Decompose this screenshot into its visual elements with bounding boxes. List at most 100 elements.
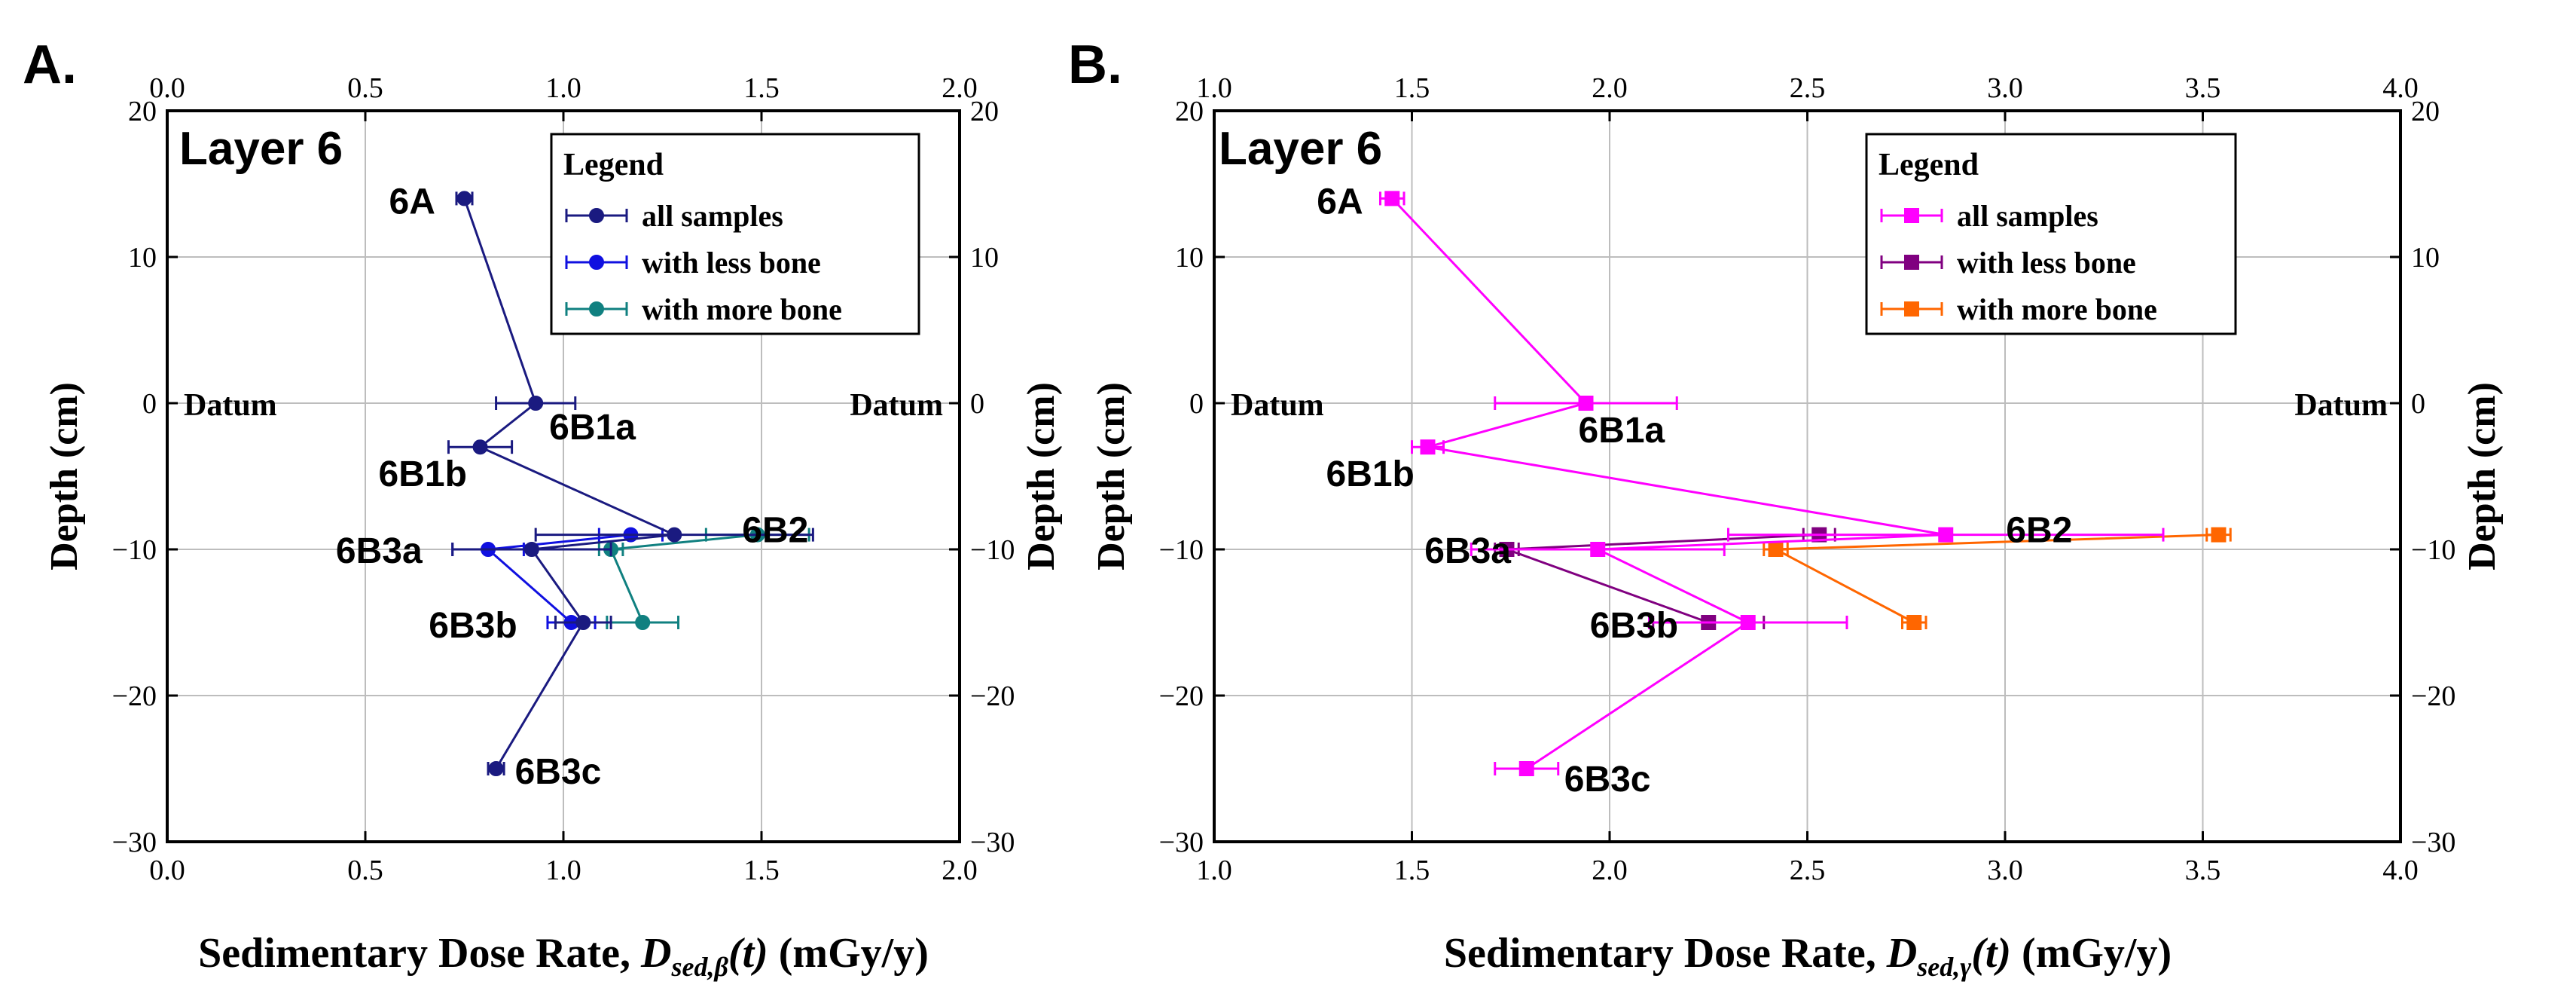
legend: Legend all samples with less bone with more… [1865, 133, 2237, 335]
data-point [1578, 396, 1594, 411]
x-axis-label-arg: (t) [1971, 930, 2011, 977]
point-label: 6B1a [1579, 411, 1665, 451]
legend-title: Legend [563, 148, 664, 182]
y-tick-label-right: 0 [970, 388, 984, 420]
x-tick-label: 1.5 [1394, 855, 1430, 886]
y-tick-label: 10 [128, 242, 157, 274]
y-tick-label: 20 [1175, 96, 1204, 127]
x-axis-label-subscript: sed,γ [1916, 952, 1971, 982]
legend-swatch-marker [1904, 301, 1919, 317]
data-point [523, 542, 539, 557]
point-label: 6B3c [1564, 760, 1651, 800]
data-point [1590, 542, 1606, 557]
series-line [1391, 197, 1946, 770]
y-tick-label-right: 10 [2411, 242, 2440, 274]
x-axis-label: Sedimentary Dose Rate, Dsed,γ(t) (mGy/y) [1444, 930, 2172, 982]
x-tick-label-top: 1.0 [545, 72, 581, 104]
x-axis-label-prefix: Sedimentary Dose Rate, [198, 930, 641, 977]
data-point [472, 439, 488, 455]
legend-box [1865, 133, 2237, 335]
legend-swatch-marker [589, 255, 604, 270]
x-tick-label: 0.5 [347, 855, 383, 886]
y-tick-label: −10 [1159, 534, 1204, 566]
y-tick-label-right: −30 [2411, 827, 2455, 858]
x-axis-label-prefix: Sedimentary Dose Rate, [1444, 930, 1887, 977]
panel-label: A. [23, 35, 77, 95]
data-point [488, 761, 504, 776]
x-tick-label-top: 3.5 [2185, 72, 2221, 104]
x-tick-label: 1.0 [1196, 855, 1232, 886]
series-all-samples [1379, 191, 2165, 776]
x-tick-label: 4.0 [2382, 855, 2419, 886]
legend-title: Legend [1879, 148, 1979, 182]
x-tick-label: 3.0 [1987, 855, 2023, 886]
y-tick-label: 0 [1189, 388, 1204, 420]
legend-entry: all samples [565, 199, 783, 233]
y-tick-label-right: −20 [2411, 680, 2455, 712]
legend-entry: with more bone [565, 292, 842, 326]
y-tick-label-right: −10 [2411, 534, 2455, 566]
legend-swatch-marker [1904, 255, 1919, 270]
datum-label-left: Datum [1231, 388, 1324, 423]
x-tick-label-top: 1.5 [1394, 72, 1430, 104]
y-tick-label: −20 [112, 680, 157, 712]
y-tick-label-right: −20 [970, 680, 1015, 712]
data-point [635, 615, 651, 630]
x-axis-label-symbol: D [1886, 930, 1917, 977]
x-tick-label-top: 0.5 [347, 72, 383, 104]
panel-a: 0.00.00.50.51.01.01.51.52.02.0−30 −30−20−… [23, 35, 1063, 982]
point-label: 6B3a [1424, 531, 1511, 571]
datum-label-left: Datum [184, 388, 277, 423]
datum-label-right: Datum [2294, 388, 2388, 423]
data-point [1768, 542, 1784, 557]
y-tick-label-right: 0 [2411, 388, 2425, 420]
legend-swatch-marker [1904, 208, 1919, 223]
data-point [1518, 761, 1534, 776]
legend-label: with more bone [642, 292, 842, 326]
data-point [575, 615, 591, 630]
y-tick-label: −10 [112, 534, 157, 566]
legend-entry: with less bone [565, 246, 821, 280]
x-axis-label-subscript: sed,β [670, 952, 728, 982]
series-line [609, 534, 758, 623]
legend-label: with less bone [1957, 246, 2136, 280]
y-tick-label-right: 10 [970, 242, 999, 274]
x-axis-label-unit: (mGy/y) [2011, 930, 2172, 977]
point-label: 6B2 [742, 511, 808, 551]
legend-box [550, 133, 920, 335]
x-tick-label-top: 1.0 [1196, 72, 1232, 104]
legend-entry: all samples [1880, 199, 2098, 233]
x-tick-label: 2.0 [1592, 855, 1628, 886]
datum-label-right: Datum [850, 388, 943, 423]
x-tick-label-top: 4.0 [2382, 72, 2419, 104]
x-tick-label: 1.5 [743, 855, 780, 886]
y-tick-label: 0 [142, 388, 157, 420]
x-tick-label: 2.5 [1790, 855, 1826, 886]
x-tick-label: 3.5 [2185, 855, 2221, 886]
y-axis-label-right: Depth (cm) [2461, 382, 2504, 570]
panel-b: 1.0 1.0 1.5 1.5 2.0 2.0 2.5 2.5 3.0 3.0 3.5 3.5 4.0 4… [1068, 35, 2504, 982]
legend-label: with more bone [1957, 292, 2157, 326]
series-all-samples [447, 191, 814, 776]
x-axis-label: Sedimentary Dose Rate, Dsed,β(t) (mGy/y) [198, 930, 929, 982]
chart-title: Layer 6 [179, 123, 343, 175]
legend: Legend all samples with less bone with more… [550, 133, 920, 335]
y-tick-label-right: −30 [970, 827, 1015, 858]
series-line [1771, 534, 2219, 624]
x-axis-label-symbol: D [640, 930, 671, 977]
point-label: 6B3b [429, 606, 517, 646]
legend-entry: with less bone [1880, 246, 2136, 280]
y-tick-label-right: 20 [970, 96, 999, 127]
y-tick-label-right: 20 [2411, 96, 2440, 127]
y-tick-label: −30 [1159, 827, 1204, 858]
point-label: 6B1b [1326, 454, 1415, 494]
x-tick-label-top: 2.0 [942, 72, 978, 104]
legend-entry: with more bone [1880, 292, 2157, 326]
y-axis-label: Depth (cm) [1090, 382, 1133, 570]
series-with-more-bone [1763, 527, 2232, 630]
legend-label: all samples [1957, 199, 2098, 233]
legend-swatch-marker [589, 208, 604, 223]
x-axis-label-arg: (t) [728, 930, 768, 977]
x-tick-label-top: 1.5 [743, 72, 780, 104]
